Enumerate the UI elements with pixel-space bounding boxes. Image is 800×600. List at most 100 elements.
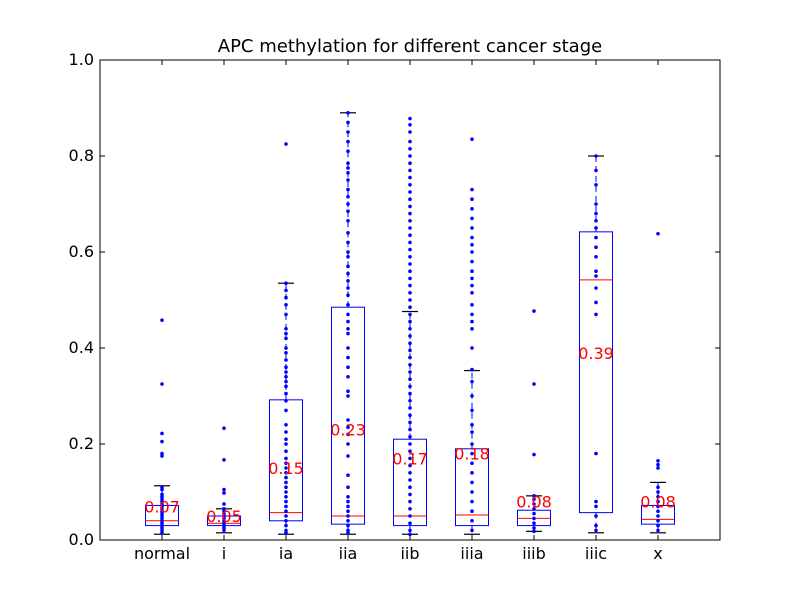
data-point	[470, 430, 474, 434]
data-point	[594, 226, 598, 230]
data-point	[656, 462, 660, 467]
x-axis: normal i ia iia iib iiia iiib iiic x	[134, 60, 663, 563]
data-point	[408, 420, 412, 425]
data-point	[284, 461, 288, 466]
data-point	[284, 509, 288, 513]
box-iib: 0.17	[392, 116, 428, 537]
data-point	[284, 358, 288, 362]
data-point	[284, 384, 288, 389]
y-tick-label: 0.4	[69, 338, 94, 357]
data-point	[594, 286, 598, 290]
data-point	[408, 327, 412, 331]
data-point	[408, 305, 412, 310]
data-point	[470, 408, 474, 413]
data-point	[284, 430, 288, 434]
mean-label: 0.18	[454, 445, 490, 464]
box-body	[455, 448, 489, 527]
data-point	[408, 514, 412, 518]
data-point	[470, 235, 474, 240]
y-tick-label: 0.6	[69, 242, 94, 261]
data-point	[594, 202, 598, 206]
data-point	[594, 154, 598, 158]
data-point	[284, 312, 288, 317]
data-point	[284, 504, 288, 509]
data-point	[346, 231, 350, 235]
data-point	[470, 480, 474, 485]
data-point	[408, 233, 412, 237]
box-body	[393, 438, 427, 527]
data-point	[346, 139, 350, 144]
data-point	[284, 379, 288, 384]
data-point	[346, 531, 350, 535]
y-tick-label: 0.2	[69, 434, 94, 453]
data-point	[408, 211, 412, 216]
data-point	[284, 295, 288, 300]
data-point	[532, 529, 536, 534]
data-point	[346, 346, 350, 350]
data-point	[408, 406, 412, 410]
data-point	[532, 521, 536, 525]
data-point	[532, 516, 536, 521]
data-point	[408, 348, 412, 353]
data-point	[532, 497, 536, 502]
mean-label: 0.05	[206, 507, 242, 526]
data-point	[408, 334, 412, 338]
data-point	[470, 509, 474, 513]
data-point	[346, 331, 350, 336]
data-point	[284, 346, 288, 350]
data-point	[470, 499, 474, 504]
data-point	[594, 211, 598, 216]
data-point	[656, 514, 660, 518]
data-point	[408, 276, 412, 281]
data-point	[346, 161, 350, 165]
data-point	[470, 269, 474, 274]
data-point	[470, 226, 474, 230]
data-point	[346, 250, 350, 254]
data-point	[470, 303, 474, 307]
data-point	[346, 279, 350, 283]
data-point	[346, 375, 350, 379]
data-point	[408, 175, 412, 180]
data-point	[532, 511, 536, 516]
data-point	[408, 463, 412, 468]
data-point	[346, 355, 350, 360]
data-point	[160, 318, 164, 322]
data-point	[346, 485, 350, 490]
data-point	[408, 399, 412, 403]
y-axis: 0.0 0.2 0.4 0.6 0.8 1.0	[69, 50, 720, 549]
x-tick-label: iib	[400, 544, 419, 563]
data-point	[408, 147, 412, 151]
data-point	[470, 283, 474, 288]
data-point	[346, 254, 350, 259]
data-point	[408, 247, 412, 252]
data-point	[594, 300, 598, 305]
x-tick-label: ia	[279, 544, 293, 563]
data-point	[346, 202, 350, 206]
data-point	[532, 494, 536, 498]
data-point	[656, 504, 660, 509]
data-point	[346, 425, 350, 430]
data-point	[470, 367, 474, 372]
data-point	[532, 452, 536, 457]
data-point	[284, 331, 288, 336]
data-point	[408, 377, 412, 382]
data-point	[408, 168, 412, 173]
x-tick-label: x	[653, 544, 662, 563]
data-point	[408, 471, 412, 475]
data-point	[408, 456, 412, 461]
data-point	[408, 204, 412, 209]
x-tick-label: iiia	[460, 544, 483, 563]
data-point	[346, 195, 350, 199]
x-tick-label: iia	[339, 544, 358, 563]
data-point	[470, 394, 474, 398]
data-point	[284, 408, 288, 413]
data-point	[408, 507, 412, 511]
data-point	[656, 523, 660, 528]
data-point	[408, 521, 412, 525]
data-point	[594, 269, 598, 274]
data-point	[408, 291, 412, 295]
data-point	[222, 426, 226, 430]
data-point	[532, 382, 536, 386]
y-tick-label: 0.8	[69, 146, 94, 165]
